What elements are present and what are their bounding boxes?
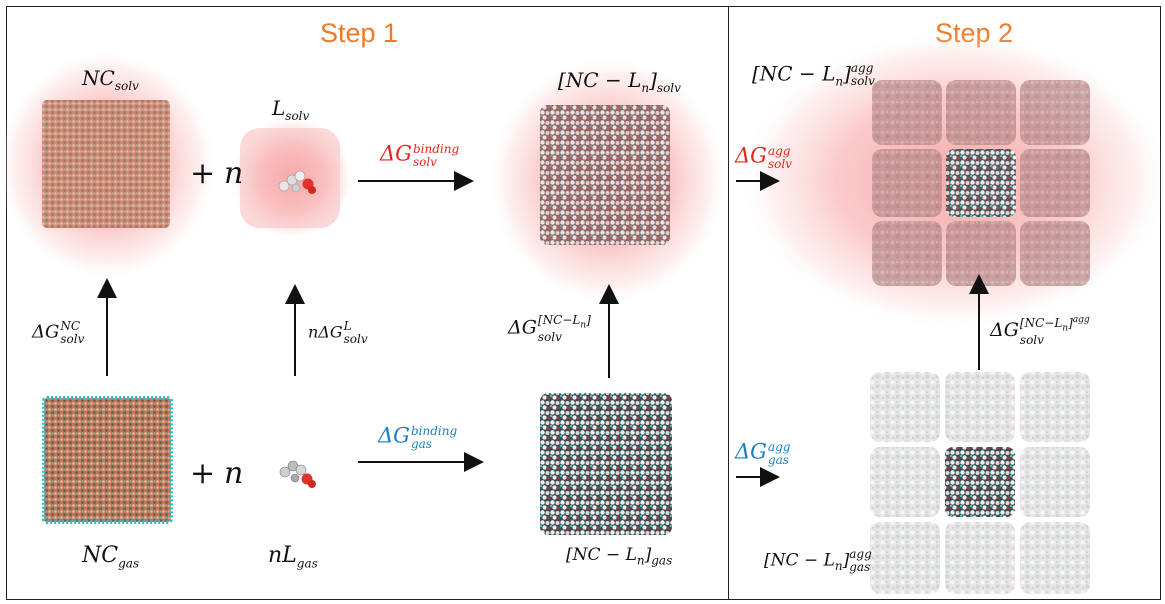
label-ncl-gas: [NC − Ln]gas: [566, 545, 673, 568]
dg-agg-solv: ΔG agg solv: [735, 143, 792, 172]
l-gas-image: [279, 460, 316, 488]
dg-nc-solvation: ΔG NC solv: [32, 319, 85, 347]
label-ncl-solv-agg: [NC − Ln] agg solv: [752, 61, 875, 89]
plus-operator-solv: +: [190, 156, 216, 191]
agg-solv-image: [740, 30, 1165, 330]
label-ncl-solv: [NC − Ln]solv: [558, 68, 681, 95]
ncl-solv-image: [488, 55, 728, 305]
n-coefficient-solv: n: [224, 156, 244, 191]
dg-binding-solv: ΔG binding solv: [380, 141, 460, 170]
label-l-solv: Lsolv: [272, 96, 310, 123]
figure-frame: [6, 6, 1161, 600]
plus-operator-gas: +: [190, 456, 216, 491]
label-ncl-gas-agg: [NC − Ln] agg gas: [764, 547, 872, 575]
nc-gas-image: [42, 396, 173, 524]
label-nc-gas: NCgas: [82, 543, 140, 571]
agg-gas-image: [870, 372, 1090, 594]
label-nl-gas: nLgas: [268, 543, 318, 571]
dg-binding-gas: ΔG binding gas: [378, 423, 458, 452]
step-divider: [728, 6, 729, 600]
step1-title: Step 1: [320, 18, 399, 48]
dg-ncl-solvation: ΔG [NC−Ln] solv: [508, 313, 591, 345]
nc-solv-image: [0, 50, 217, 280]
dg-agg-solvation: ΔG [NC−Ln]agg solv: [990, 315, 1090, 348]
label-nc-solv: NCsolv: [82, 66, 139, 93]
l-solv-image: [230, 116, 354, 240]
ncl-gas-image: [540, 393, 672, 535]
n-coefficient-gas: n: [224, 456, 244, 491]
dg-agg-gas: ΔG agg gas: [735, 439, 791, 468]
